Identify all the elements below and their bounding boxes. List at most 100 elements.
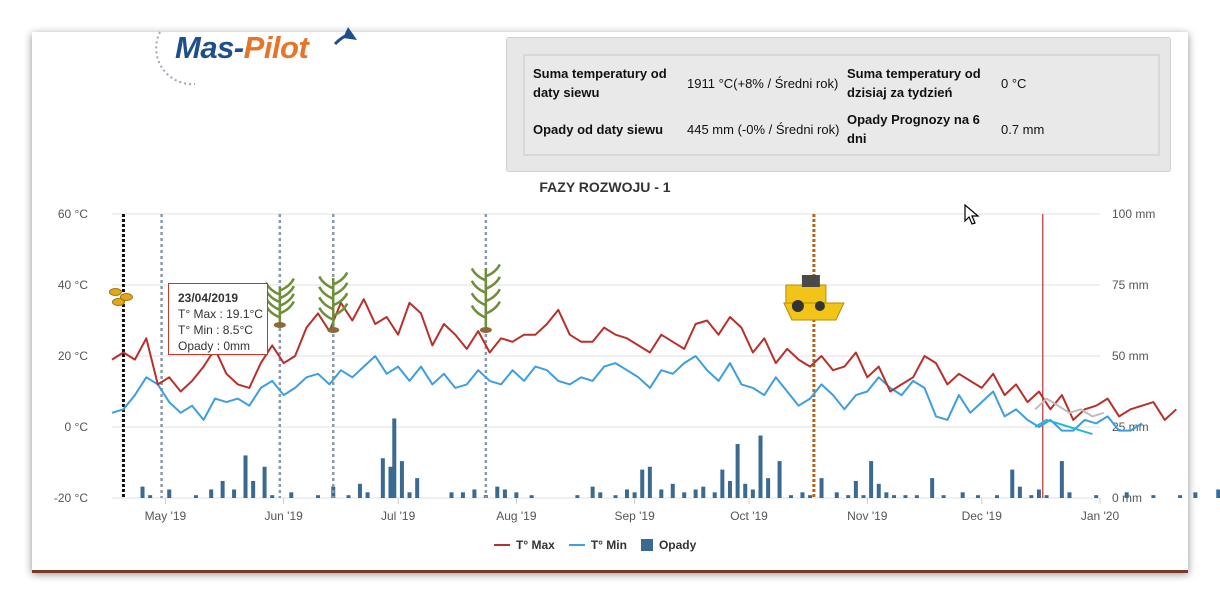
- rain-bar: [743, 483, 748, 498]
- rain-bar: [632, 492, 637, 498]
- legend-item-tmax[interactable]: T° Max: [494, 538, 555, 552]
- tooltip-tmax: T° Max : 19.1°C: [178, 307, 263, 321]
- rain-bar: [598, 492, 603, 498]
- rain-bar: [220, 480, 225, 498]
- rain-bar: [659, 489, 664, 498]
- rain-bar: [789, 495, 794, 498]
- rain-bar: [380, 458, 385, 498]
- rain-bar: [1029, 495, 1034, 498]
- mouse-cursor-icon: [964, 204, 980, 225]
- summary-row: Suma temperatury od daty siewu 1911 °C(+…: [533, 64, 1048, 110]
- young-plant-icon: [264, 278, 295, 328]
- rain-bar: [720, 469, 725, 498]
- rain-bar: [1010, 469, 1015, 498]
- rain-bar: [834, 492, 839, 498]
- y-right-tick-label: 75 mm: [1112, 278, 1149, 292]
- rain-bar: [735, 444, 740, 498]
- summary-label: Opady Prognozy na 6 dni: [847, 112, 980, 146]
- tmin-series-line: [111, 355, 1143, 432]
- rain-bar: [209, 489, 214, 498]
- rain-bar: [846, 495, 851, 498]
- x-tick-label: Sep '19: [614, 509, 655, 523]
- logo-text: Mas-Pilot: [175, 30, 309, 65]
- y-left-tick-label: 0 °C: [65, 420, 89, 434]
- tmax-forecast-line: [1034, 397, 1105, 418]
- rain-bar: [472, 489, 477, 498]
- rain-bar: [167, 489, 172, 498]
- rain-bar: [251, 480, 256, 498]
- rain-bar: [1124, 492, 1129, 498]
- rain-bar: [819, 478, 824, 498]
- rain-bar: [613, 495, 618, 498]
- rain-bar: [1059, 461, 1064, 498]
- growing-plant-icon: [318, 271, 349, 333]
- rain-bar: [346, 495, 351, 498]
- summary-label: Suma temperatury od dzisiaj za tydzień: [847, 66, 981, 100]
- rain-bar: [941, 495, 946, 498]
- rain-bar: [575, 495, 580, 498]
- tmax-series-line: [111, 298, 1177, 421]
- rain-bar: [640, 469, 645, 498]
- rain-bar: [750, 489, 755, 498]
- legend-label: T° Max: [516, 538, 555, 552]
- chart-legend: T° Max T° Min Opady: [494, 538, 696, 552]
- summary-row: Opady od daty siewu 445 mm (-0% / Średni…: [533, 110, 1048, 156]
- tooltip-date: 23/04/2019: [178, 291, 239, 305]
- rain-bar: [766, 478, 771, 498]
- rain-bar: [758, 435, 763, 498]
- x-tick-label: Aug '19: [496, 509, 537, 523]
- legend-line-icon: [494, 544, 510, 546]
- y-right-tick-label: 50 mm: [1112, 349, 1149, 363]
- rain-bar: [892, 495, 897, 498]
- rain-bar: [903, 495, 908, 498]
- x-tick-label: Jun '19: [264, 509, 303, 523]
- y-right-tick-label: 25 mm: [1112, 420, 1149, 434]
- rain-bar: [1017, 486, 1022, 498]
- x-tick-label: Jul '19: [381, 509, 416, 523]
- tmin-forecast-line: [1034, 418, 1093, 436]
- rain-bar: [1151, 495, 1156, 498]
- x-tick-label: May '19: [145, 509, 187, 523]
- rain-bar: [1094, 495, 1099, 498]
- summary-value: 0 °C: [1001, 75, 1027, 91]
- summary-value: 445 mm (-0% / Średni rok): [687, 121, 840, 137]
- rain-bar: [529, 495, 534, 498]
- summary-table: Suma temperatury od daty siewu 1911 °C(+…: [533, 64, 1048, 156]
- rain-bar: [861, 495, 866, 498]
- rain-bar: [975, 495, 980, 498]
- rain-bar: [876, 483, 881, 498]
- rain-bar: [701, 486, 706, 498]
- legend-label: T° Min: [590, 538, 627, 552]
- y-right-tick-label: 100 mm: [1112, 207, 1155, 221]
- summary-panel: Suma temperatury od daty siewu 1911 °C(+…: [506, 37, 1171, 172]
- rain-bar: [1067, 492, 1072, 498]
- rain-bar: [399, 461, 404, 498]
- rain-bar: [262, 466, 267, 498]
- rain-bar: [693, 489, 698, 498]
- legend-label: Opady: [658, 538, 697, 552]
- rain-bar: [1193, 492, 1198, 498]
- summary-inner: Suma temperatury od daty siewu 1911 °C(+…: [523, 54, 1160, 156]
- rain-bar: [148, 495, 153, 498]
- legend-item-tmin[interactable]: T° Min: [568, 538, 627, 552]
- rain-bar: [449, 492, 454, 498]
- y-left-tick-label: 60 °C: [58, 207, 88, 221]
- rain-bar: [232, 489, 237, 498]
- rain-bar: [1216, 489, 1220, 498]
- rain-bar: [270, 495, 275, 498]
- rain-bar: [140, 486, 145, 498]
- mature-plant-icon: [470, 263, 501, 333]
- rain-bar: [193, 495, 198, 498]
- rain-bar: [682, 492, 687, 498]
- y-left-tick-label: 40 °C: [58, 278, 88, 292]
- legend-item-rain[interactable]: Opady: [640, 538, 697, 552]
- summary-value: 0.7 mm: [1001, 121, 1045, 137]
- rain-bar: [914, 495, 919, 498]
- rain-bar: [624, 489, 629, 498]
- rain-bar: [243, 455, 248, 498]
- harvester-icon: [783, 275, 845, 321]
- summary-label: Suma temperatury od daty siewu: [533, 66, 667, 100]
- x-tick-label: Dec '19: [962, 509, 1003, 523]
- rain-bar: [289, 492, 294, 498]
